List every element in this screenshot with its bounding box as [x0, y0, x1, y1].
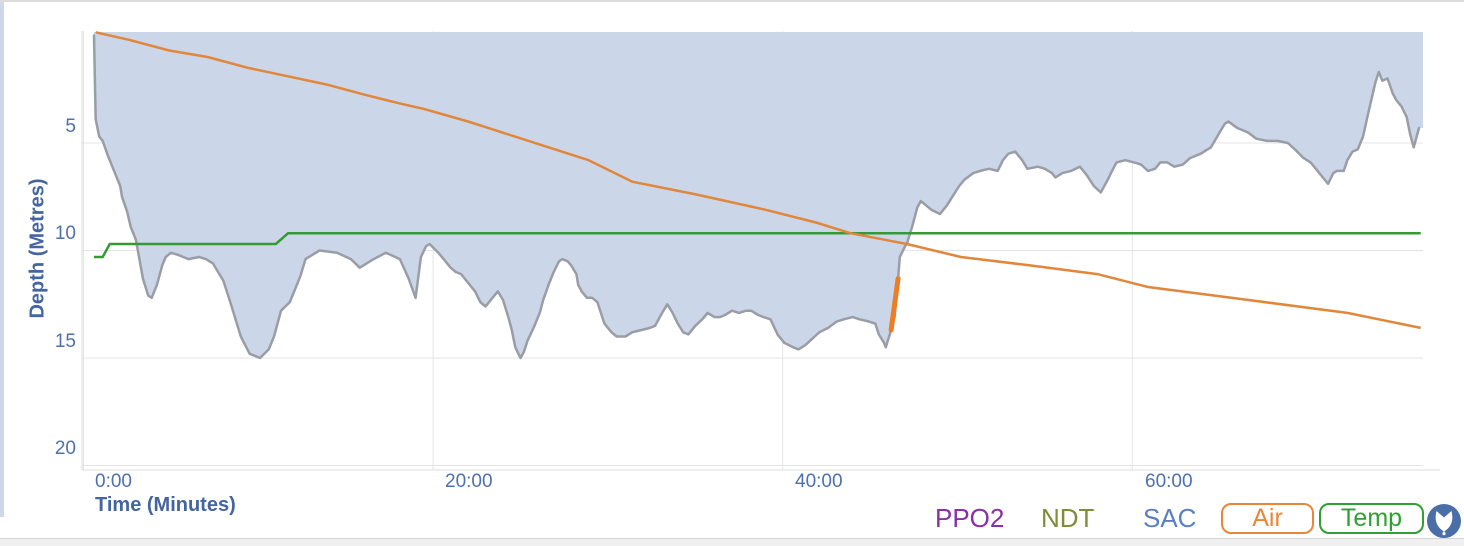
top-divider	[0, 0, 1464, 2]
fast-ascent-marker	[888, 276, 901, 333]
legend-toggle-ppo2[interactable]: PPO2	[935, 503, 1005, 533]
x-tick-40: 40:00	[795, 471, 843, 492]
y-tick-10m: 10	[54, 223, 76, 244]
y-axis-title: Depth (Metres)	[26, 178, 49, 319]
bottom-window-strip	[0, 539, 1464, 546]
temp-button-label: Temp	[1340, 504, 1403, 532]
shield-icon	[1427, 504, 1461, 538]
depth-profile-line	[92, 34, 1421, 360]
axis-lines	[81, 31, 1440, 471]
depth-area-fill	[94, 32, 1423, 358]
legend-toggle-ndt[interactable]: NDT	[1041, 503, 1095, 533]
x-tick-20: 20:00	[445, 471, 493, 492]
legend-toggle-temp-button[interactable]: Temp	[1319, 503, 1424, 534]
x-axis-title: Time (Minutes)	[95, 494, 236, 516]
x-tick-60: 60:00	[1145, 471, 1193, 492]
air-button-label: Air	[1252, 504, 1283, 532]
air-pressure-line	[95, 31, 1421, 330]
legend-toggle-air-button[interactable]: Air	[1221, 503, 1314, 534]
shield-button[interactable]	[1427, 504, 1461, 538]
y-tick-15m: 15	[54, 331, 76, 352]
y-tick-5m: 5	[65, 116, 76, 137]
adjacent-panel-edge	[0, 2, 4, 517]
y-tick-20m: 20	[54, 438, 76, 459]
x-tick-0: 0:00	[95, 471, 132, 492]
temperature-line	[94, 232, 1421, 259]
bottom-divider	[0, 538, 1464, 539]
legend-toggle-sac[interactable]: SAC	[1143, 503, 1197, 533]
